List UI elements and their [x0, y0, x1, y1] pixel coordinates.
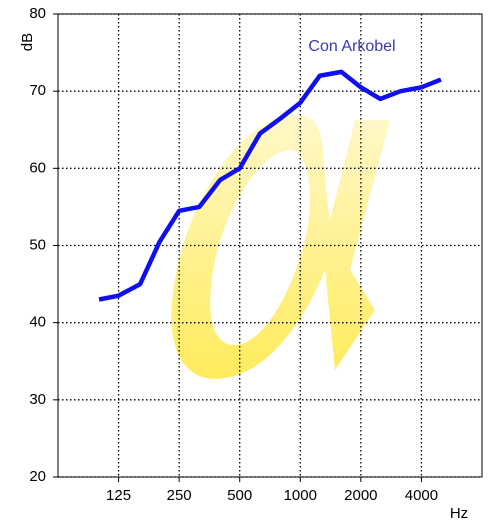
y-tick-label: 70 [29, 82, 46, 99]
series-line [99, 72, 441, 300]
watermark [171, 115, 390, 379]
y-tick-label: 30 [29, 391, 46, 408]
page: {"chart_data": {"type": "line", "ylabel"… [0, 0, 488, 522]
y-tick-label: 80 [29, 5, 46, 22]
x-tick-label: 1000 [284, 487, 317, 504]
x-tick-label: 4000 [405, 487, 438, 504]
y-axis-label: dB [19, 33, 36, 51]
y-tick-label: 60 [29, 159, 46, 176]
chart: dB Hz Con Arkobel 20 30 40 50 60 70 80 125 250 50… [0, 0, 488, 522]
y-tick-label: 20 [29, 468, 46, 485]
x-axis-label: Hz [450, 505, 468, 522]
y-tick-label: 50 [29, 236, 46, 253]
x-tick-label: 2000 [344, 487, 377, 504]
y-tick-label: 40 [29, 314, 46, 331]
x-tick-label: 250 [167, 487, 192, 504]
series-label: Con Arkobel [308, 38, 395, 55]
x-tick-label: 125 [106, 487, 131, 504]
x-tick-label: 500 [227, 487, 252, 504]
